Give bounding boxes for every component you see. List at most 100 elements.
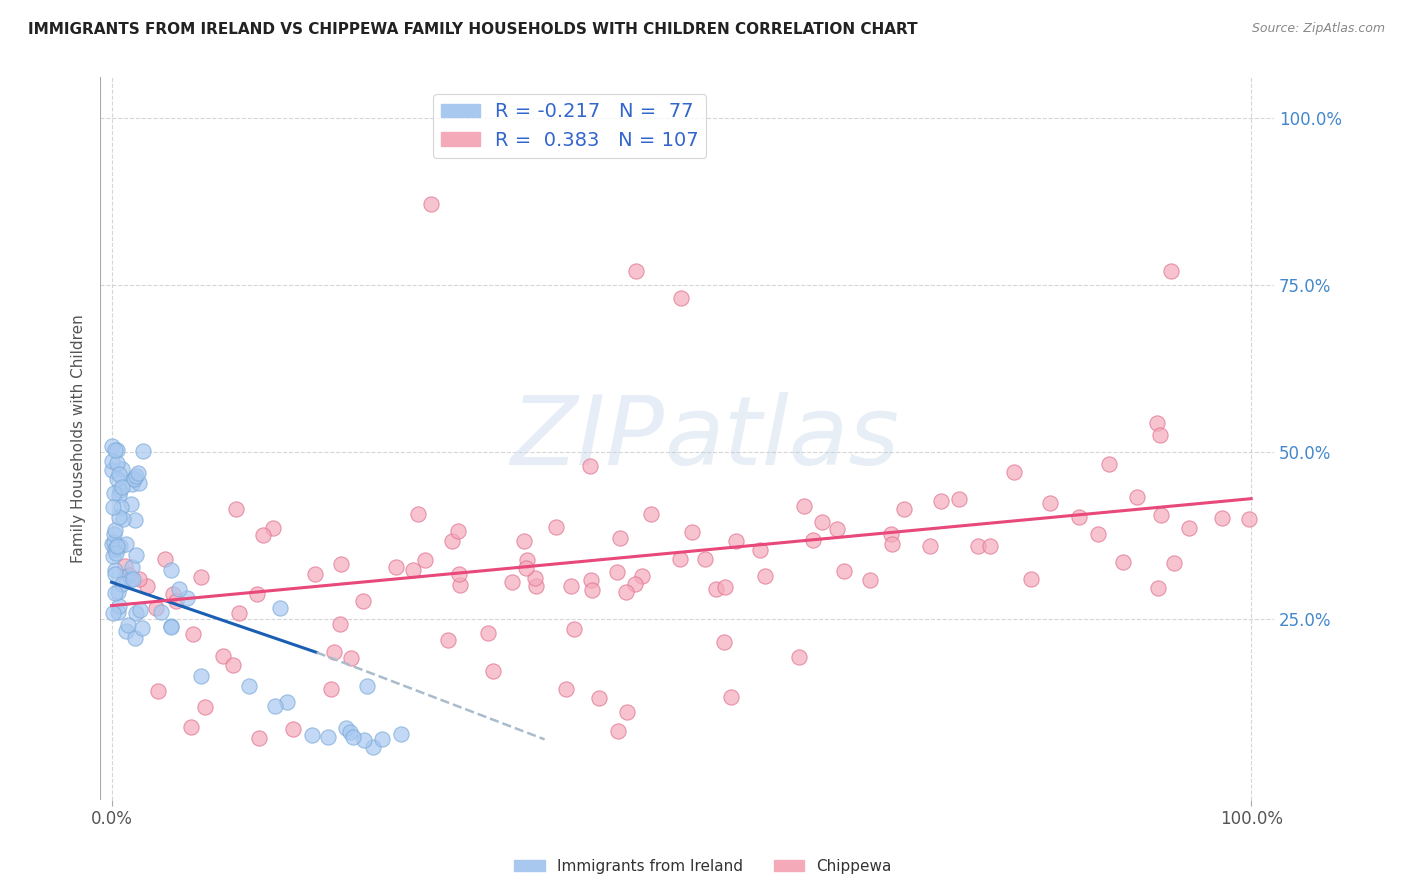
- Point: [269, 601, 291, 615]
- Point: [419, 197, 441, 211]
- Text: Source: ZipAtlas.com: Source: ZipAtlas.com: [1251, 22, 1385, 36]
- Point: [105, 471, 128, 485]
- Point: [135, 579, 157, 593]
- Point: [107, 605, 129, 619]
- Point: [104, 566, 127, 581]
- Point: [124, 469, 146, 483]
- Point: [342, 730, 364, 744]
- Point: [301, 728, 323, 742]
- Point: [681, 525, 703, 540]
- Point: [918, 539, 941, 553]
- Legend: R = -0.217   N =  77, R =  0.383   N = 107: R = -0.217 N = 77, R = 0.383 N = 107: [433, 95, 706, 158]
- Point: [1149, 428, 1171, 442]
- Point: [111, 576, 134, 591]
- Point: [321, 681, 343, 696]
- Point: [810, 515, 832, 529]
- Point: [101, 454, 124, 468]
- Point: [1163, 556, 1185, 570]
- Point: [693, 552, 716, 566]
- Point: [115, 536, 138, 550]
- Point: [153, 552, 176, 566]
- Point: [114, 570, 136, 584]
- Point: [121, 572, 143, 586]
- Point: [1019, 572, 1042, 586]
- Point: [110, 500, 132, 514]
- Point: [640, 507, 662, 521]
- Point: [616, 706, 638, 720]
- Point: [1150, 508, 1173, 523]
- Point: [101, 607, 124, 621]
- Point: [246, 587, 269, 601]
- Point: [108, 467, 131, 482]
- Point: [880, 536, 903, 550]
- Point: [111, 462, 134, 476]
- Point: [340, 651, 363, 665]
- Point: [167, 582, 190, 597]
- Point: [714, 580, 737, 594]
- Point: [128, 602, 150, 616]
- Point: [165, 594, 187, 608]
- Point: [247, 731, 270, 746]
- Point: [111, 512, 134, 526]
- Point: [145, 601, 167, 615]
- Point: [105, 539, 128, 553]
- Legend: Immigrants from Ireland, Chippewa: Immigrants from Ireland, Chippewa: [508, 853, 898, 880]
- Point: [100, 463, 122, 477]
- Point: [149, 605, 172, 619]
- Point: [1067, 509, 1090, 524]
- Point: [281, 722, 304, 736]
- Point: [554, 681, 576, 696]
- Point: [754, 569, 776, 583]
- Point: [560, 579, 582, 593]
- Point: [107, 510, 129, 524]
- Point: [353, 733, 375, 747]
- Point: [929, 493, 952, 508]
- Point: [238, 679, 260, 693]
- Point: [880, 527, 903, 541]
- Point: [128, 475, 150, 490]
- Point: [330, 558, 353, 572]
- Point: [190, 669, 212, 683]
- Point: [948, 492, 970, 507]
- Point: [437, 633, 460, 648]
- Point: [979, 539, 1001, 553]
- Point: [446, 524, 468, 538]
- Point: [516, 553, 538, 567]
- Y-axis label: Family Households with Children: Family Households with Children: [72, 314, 86, 563]
- Point: [1002, 465, 1025, 479]
- Point: [607, 723, 630, 738]
- Point: [546, 520, 568, 534]
- Point: [323, 644, 346, 658]
- Point: [512, 534, 534, 549]
- Point: [276, 695, 298, 709]
- Point: [704, 582, 727, 596]
- Point: [1098, 457, 1121, 471]
- Point: [105, 457, 128, 471]
- Point: [121, 476, 143, 491]
- Point: [176, 591, 198, 605]
- Point: [108, 599, 131, 613]
- Point: [104, 443, 127, 458]
- Point: [389, 727, 412, 741]
- Point: [801, 533, 824, 548]
- Point: [1087, 527, 1109, 541]
- Point: [339, 724, 361, 739]
- Point: [515, 561, 537, 575]
- Point: [859, 573, 882, 587]
- Point: [720, 690, 742, 704]
- Point: [160, 563, 183, 577]
- Point: [225, 501, 247, 516]
- Point: [122, 472, 145, 486]
- Point: [401, 563, 423, 577]
- Point: [1177, 521, 1199, 535]
- Point: [477, 626, 499, 640]
- Point: [967, 539, 990, 553]
- Point: [105, 540, 128, 554]
- Point: [100, 537, 122, 551]
- Point: [406, 507, 429, 521]
- Point: [1211, 510, 1233, 524]
- Point: [194, 700, 217, 714]
- Point: [108, 483, 131, 498]
- Point: [304, 566, 326, 581]
- Point: [787, 649, 810, 664]
